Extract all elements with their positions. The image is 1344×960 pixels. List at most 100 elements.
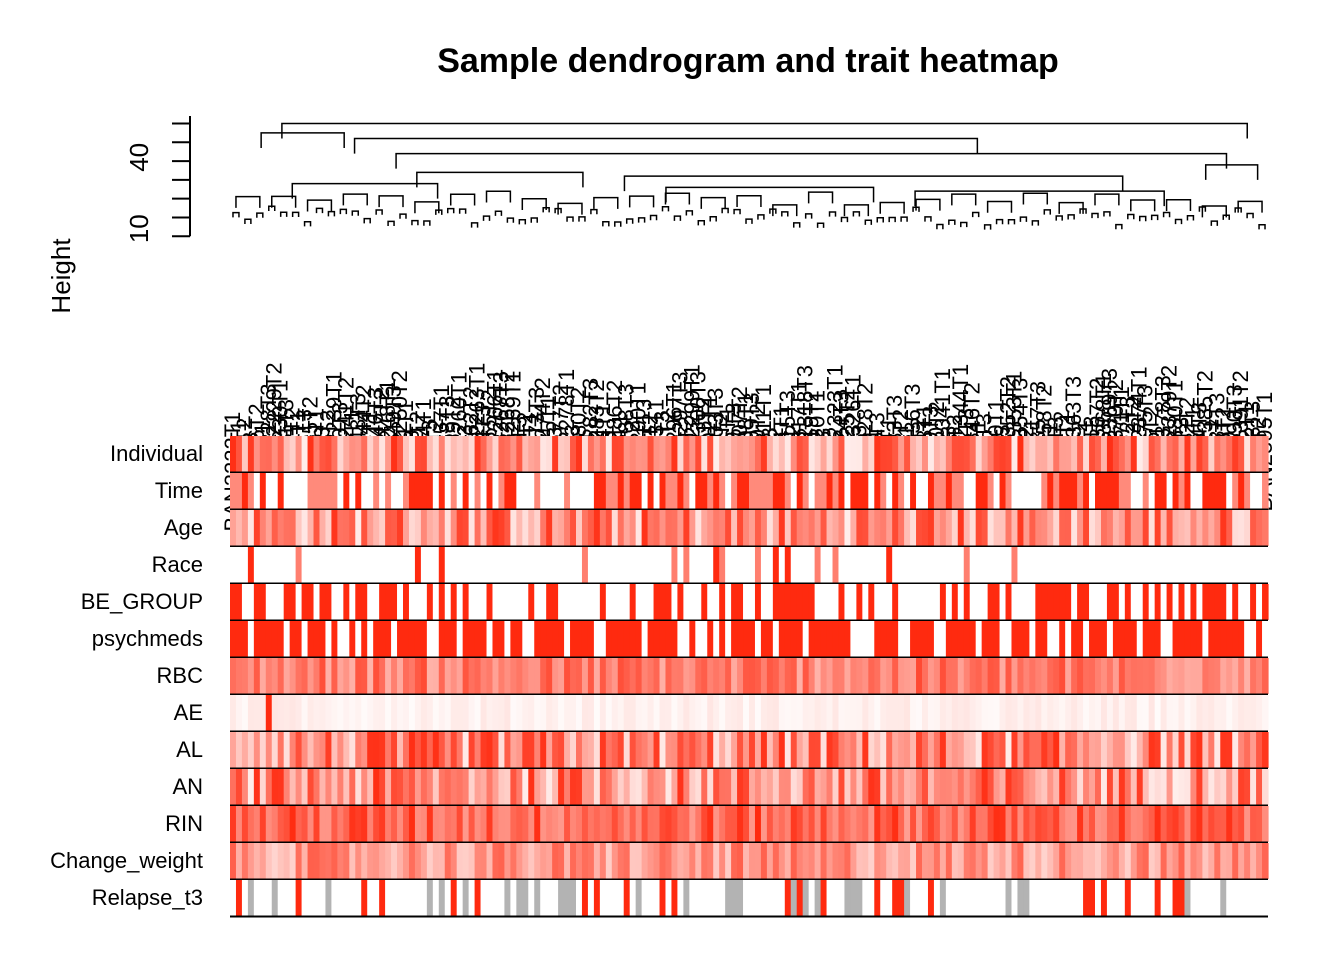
heatmap-cell — [981, 510, 989, 546]
heatmap-cell — [552, 880, 559, 916]
heatmap-cell — [361, 769, 368, 805]
heatmap-cell — [772, 510, 780, 546]
heatmap-cell — [510, 732, 517, 768]
heatmap-cell — [1023, 621, 1030, 657]
heatmap-cell — [904, 584, 911, 620]
heatmap-cell — [480, 436, 488, 472]
heatmap-cell — [725, 621, 732, 657]
dendrogram-leaf-branch — [614, 221, 622, 227]
heatmap-cell — [230, 547, 237, 583]
heatmap-cell — [850, 880, 857, 916]
heatmap-cell — [480, 806, 488, 842]
heatmap-cell — [689, 806, 696, 842]
heatmap-cell — [528, 621, 535, 657]
heatmap-cell — [403, 621, 410, 657]
heatmap-cell — [432, 621, 440, 657]
heatmap-cell — [468, 547, 476, 583]
heatmap-cell — [295, 547, 303, 583]
dendrogram-leaf-branch — [1186, 215, 1195, 221]
heatmap-cell — [939, 621, 947, 657]
heatmap-cell — [432, 769, 440, 805]
heatmap-cell — [564, 473, 571, 509]
heatmap-cell — [289, 732, 297, 768]
heatmap-cell — [307, 510, 315, 546]
heatmap-cell — [587, 695, 595, 731]
heatmap-cell — [1244, 584, 1251, 620]
heatmap-cell — [922, 695, 929, 731]
heatmap-cell — [653, 473, 661, 509]
heatmap-cell — [546, 732, 553, 768]
heatmap-cell — [802, 584, 810, 620]
heatmap-cell — [540, 695, 547, 731]
heatmap-cell — [546, 695, 553, 731]
heatmap-cell — [910, 880, 917, 916]
heatmap-cell — [1124, 436, 1132, 472]
heatmap-cell — [1095, 621, 1102, 657]
dendrogram-mid-branch — [271, 195, 297, 208]
heatmap-cell — [277, 658, 285, 694]
heatmap-cell — [528, 510, 535, 546]
heatmap-cell — [235, 695, 243, 731]
heatmap-cell — [504, 436, 511, 472]
heatmap-cell — [629, 547, 637, 583]
heatmap-cell — [259, 473, 267, 509]
heatmap-cell — [1065, 473, 1072, 509]
heatmap-cell — [438, 621, 446, 657]
heatmap-cell — [814, 732, 822, 768]
heatmap-cell — [1148, 510, 1156, 546]
heatmap-cell — [1029, 732, 1036, 768]
heatmap-cell — [629, 732, 637, 768]
heatmap-cell — [1071, 769, 1078, 805]
heatmap-cell — [772, 880, 780, 916]
heatmap-cell — [707, 658, 714, 694]
dendrogram-leaf-branch — [637, 217, 646, 223]
dendrogram-leaf-branch — [685, 210, 694, 216]
heatmap-cell — [838, 473, 846, 509]
heatmap-cell — [289, 806, 297, 842]
heatmap-cell — [683, 658, 690, 694]
heatmap-cell — [910, 843, 917, 879]
heatmap-cell — [993, 732, 1001, 768]
heatmap-cell — [277, 880, 285, 916]
heatmap-cell — [922, 436, 929, 472]
heatmap-cell — [665, 473, 673, 509]
heatmap-cell — [689, 510, 696, 546]
heatmap-cell — [695, 584, 702, 620]
heatmap-cell — [349, 732, 356, 768]
heatmap-cell — [1035, 436, 1042, 472]
heatmap-cell — [1005, 806, 1013, 842]
heatmap-cell — [265, 695, 273, 731]
heatmap-cell — [1130, 769, 1138, 805]
heatmap-cell — [832, 806, 840, 842]
heatmap-cell — [1005, 732, 1013, 768]
heatmap-cell — [987, 806, 995, 842]
heatmap-cell — [725, 880, 732, 916]
heatmap-cell — [558, 880, 565, 916]
heatmap-cell — [808, 547, 816, 583]
heatmap-cell — [665, 436, 673, 472]
heatmap-cell — [862, 806, 869, 842]
heatmap-cell — [462, 621, 470, 657]
dendrogram-leaf-branch — [804, 213, 813, 219]
heatmap-cell — [1005, 695, 1013, 731]
heatmap-cell — [659, 880, 667, 916]
heatmap-cell — [259, 584, 267, 620]
heatmap-cell — [522, 510, 529, 546]
heatmap-cell — [546, 769, 553, 805]
heatmap-cell — [725, 732, 732, 768]
heatmap-cell — [922, 621, 929, 657]
heatmap-cell — [993, 880, 1001, 916]
heatmap-cell — [1124, 732, 1132, 768]
heatmap-cell — [623, 769, 631, 805]
heatmap-cell — [474, 880, 482, 916]
heatmap-cell — [1095, 732, 1102, 768]
heatmap-cell — [713, 621, 720, 657]
heatmap-cell — [432, 510, 440, 546]
heatmap-cell — [1035, 695, 1042, 731]
heatmap-cell — [939, 658, 947, 694]
heatmap-cell — [331, 880, 338, 916]
heatmap-cell — [450, 695, 458, 731]
dendrogram-leaf-branch — [1138, 215, 1147, 222]
heatmap-cell — [1172, 436, 1180, 472]
heatmap-cell — [1190, 732, 1198, 768]
